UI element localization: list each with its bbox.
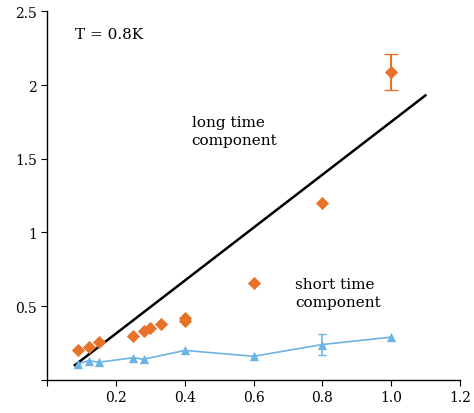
Text: T = 0.8K: T = 0.8K	[75, 28, 143, 42]
Point	[319, 342, 326, 348]
Point	[140, 356, 147, 363]
Point	[129, 355, 137, 361]
Point	[181, 318, 189, 325]
Point	[85, 358, 92, 364]
Point	[74, 361, 82, 367]
Point	[74, 347, 82, 354]
Point	[250, 280, 257, 286]
Point	[319, 200, 326, 207]
Text: short time
component: short time component	[295, 277, 381, 309]
Point	[181, 347, 189, 354]
Point	[181, 315, 189, 321]
Point	[387, 69, 395, 76]
Point	[147, 325, 155, 332]
Point	[157, 321, 164, 328]
Point	[140, 328, 147, 335]
Point	[95, 359, 103, 366]
Point	[85, 344, 92, 351]
Point	[95, 338, 103, 345]
Point	[387, 334, 395, 341]
Point	[250, 353, 257, 360]
Point	[129, 332, 137, 339]
Text: long time
component: long time component	[191, 115, 277, 148]
